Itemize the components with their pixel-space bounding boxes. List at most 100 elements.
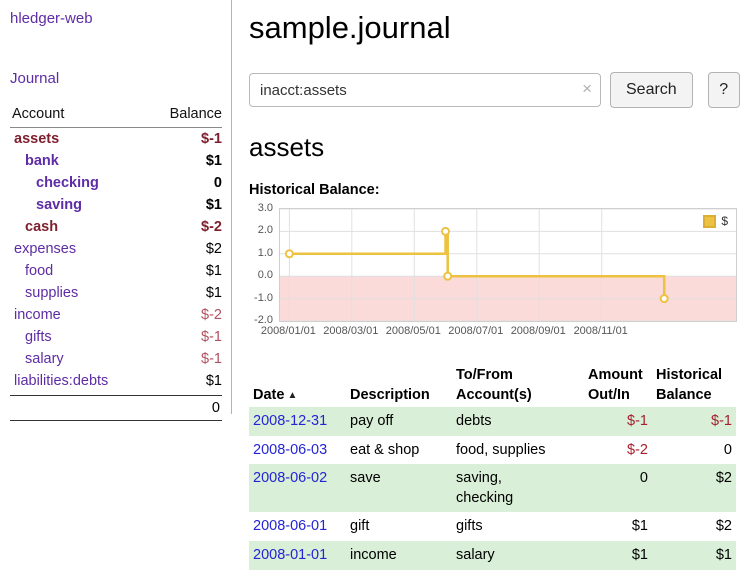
- account-balance: $2: [205, 241, 222, 257]
- sidebar-account-bank[interactable]: bank: [25, 153, 59, 169]
- transaction-amount: $1: [631, 518, 648, 535]
- column-header-date[interactable]: Date ▲: [249, 364, 346, 407]
- y-axis-tick-label: 0.0: [257, 269, 273, 282]
- transaction-date-link[interactable]: 2008-01-01: [253, 546, 328, 563]
- sort-ascending-icon: ▲: [287, 389, 298, 401]
- account-balance: $-1: [201, 131, 222, 147]
- column-header-balance: Historical Balance: [656, 367, 723, 403]
- chart-y-labels: 3.0 2.0 1.0 0.0 -1.0 -2.0: [249, 202, 275, 326]
- sidebar-account-checking[interactable]: checking: [36, 175, 99, 191]
- transaction-amount: $1: [631, 546, 648, 563]
- account-balance: $1: [205, 197, 222, 213]
- transaction-description: gift: [350, 518, 370, 535]
- sidebar-account-gifts[interactable]: gifts: [25, 329, 52, 345]
- x-axis-tick-label: 2008/03/01: [323, 325, 379, 337]
- main-content: sample.journal × Search ? assets Histori…: [249, 0, 742, 570]
- sidebar-account-expenses[interactable]: expenses: [14, 241, 77, 257]
- x-axis-tick-label: 2008/07/01: [448, 325, 504, 337]
- current-account-heading: assets: [249, 132, 325, 162]
- table-row: 2008-06-01 gift gifts $1 $2: [249, 512, 736, 541]
- account-row: gifts $-1: [10, 326, 222, 348]
- sidebar-account-supplies[interactable]: supplies: [25, 285, 79, 301]
- account-table-header: Account Balance: [10, 104, 222, 128]
- total-balance: 0: [211, 400, 220, 416]
- transaction-accounts: saving, checking: [456, 470, 514, 506]
- transaction-description: eat & shop: [350, 441, 420, 458]
- transaction-description: pay off: [350, 413, 394, 430]
- sidebar-account-salary[interactable]: salary: [25, 351, 64, 367]
- y-axis-tick-label: 3.0: [257, 202, 273, 214]
- chart-title: Historical Balance:: [249, 182, 380, 198]
- sidebar-account-income[interactable]: income: [14, 307, 61, 323]
- account-row: checking 0: [10, 172, 222, 194]
- x-axis-tick-label: 2008/01/01: [260, 325, 316, 337]
- y-axis-tick-label: 2.0: [257, 224, 273, 237]
- transaction-date-link[interactable]: 2008-12-31: [253, 413, 328, 430]
- accounts-total-row: 0: [10, 395, 222, 421]
- search-form: × Search ?: [249, 72, 742, 108]
- transaction-balance: $2: [715, 470, 732, 487]
- account-balance-table: Account Balance assets $-1 bank $1 check…: [10, 104, 222, 421]
- search-button[interactable]: Search: [610, 72, 693, 108]
- sidebar-account-saving[interactable]: saving: [36, 197, 82, 213]
- account-balance: $-1: [201, 351, 222, 367]
- sidebar-account-liabilities-debts[interactable]: liabilities:debts: [14, 373, 109, 389]
- sidebar-account-food[interactable]: food: [25, 263, 54, 279]
- transaction-amount: $-2: [627, 441, 648, 458]
- account-balance: $1: [205, 373, 222, 389]
- balance-column-header: Balance: [169, 106, 222, 122]
- clear-search-icon[interactable]: ×: [582, 79, 592, 98]
- sidebar-account-cash[interactable]: cash: [25, 219, 59, 235]
- transaction-accounts: gifts: [456, 518, 483, 535]
- transaction-date-link[interactable]: 2008-06-02: [253, 470, 328, 487]
- transaction-accounts: debts: [456, 413, 492, 430]
- account-row: liabilities:debts $1: [10, 370, 222, 392]
- transaction-balance: $-1: [711, 413, 732, 430]
- transaction-balance: $2: [715, 518, 732, 535]
- account-row: food $1: [10, 260, 222, 282]
- sidebar-account-assets[interactable]: assets: [14, 131, 60, 147]
- transaction-accounts: salary: [456, 546, 495, 563]
- table-row: 2008-06-03 eat & shop food, supplies $-2…: [249, 436, 736, 465]
- account-balance: $-2: [201, 307, 222, 323]
- column-header-amount: Amount Out/In: [588, 367, 643, 403]
- transaction-amount: 0: [639, 470, 648, 487]
- account-row: bank $1: [10, 150, 222, 172]
- account-row: saving $1: [10, 194, 222, 216]
- search-input[interactable]: [249, 73, 601, 107]
- help-button[interactable]: ?: [707, 72, 740, 108]
- transaction-date-link[interactable]: 2008-06-01: [253, 518, 328, 535]
- account-row: expenses $2: [10, 238, 222, 260]
- transaction-description: income: [350, 546, 397, 563]
- account-balance: $-1: [201, 329, 222, 345]
- balance-chart: 3.0 2.0 1.0 0.0 -1.0 -2.0 $ 2008/01/01 2008/03…: [249, 202, 737, 344]
- register-header-row: Date ▲ Description To/From Account(s) Amo…: [249, 364, 736, 407]
- account-balance: $-2: [201, 219, 222, 235]
- transaction-amount: $-1: [627, 413, 648, 430]
- column-header-description: Description: [350, 386, 430, 403]
- legend-label: $: [721, 214, 728, 228]
- x-axis-tick-label: 2008/09/01: [510, 325, 566, 337]
- chart-x-labels: 2008/01/01 2008/03/01 2008/05/01 2008/07/01…: [249, 325, 736, 339]
- transaction-balance: $1: [715, 546, 732, 563]
- sidebar: hledger-web Journal Account Balance asse…: [0, 0, 231, 421]
- legend-color-swatch: [703, 214, 717, 228]
- sidebar-item-journal[interactable]: Journal: [10, 70, 60, 87]
- table-row: 2008-06-02 save saving, checking 0 $2: [249, 464, 736, 513]
- sidebar-divider: [231, 0, 232, 414]
- column-header-date-label: Date: [253, 386, 285, 403]
- transaction-date-link[interactable]: 2008-06-03: [253, 441, 328, 458]
- account-row: cash $-2: [10, 216, 222, 238]
- transaction-description: save: [350, 470, 381, 487]
- account-row: assets $-1: [10, 128, 222, 150]
- register-table: Date ▲ Description To/From Account(s) Amo…: [249, 364, 736, 570]
- account-balance: $1: [205, 285, 222, 301]
- app-title-link[interactable]: hledger-web: [10, 10, 93, 27]
- page-title: sample.journal: [249, 10, 451, 45]
- x-axis-tick-label: 2008/11/01: [573, 325, 628, 337]
- x-axis-tick-label: 2008/05/01: [385, 325, 441, 337]
- column-header-accounts: To/From Account(s): [456, 367, 532, 403]
- chart-legend: $: [700, 213, 731, 229]
- y-axis-tick-label: 1.0: [257, 246, 273, 259]
- account-balance: 0: [213, 175, 222, 191]
